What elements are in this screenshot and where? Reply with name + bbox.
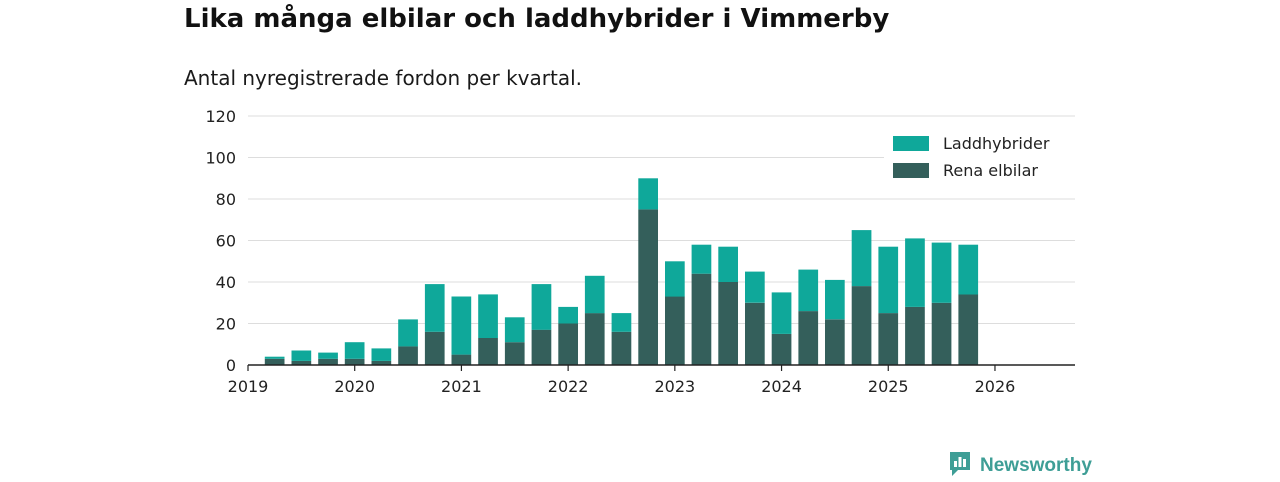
gridlines <box>248 115 1075 324</box>
bar-laddhybrider-2022-Q3 <box>611 313 632 332</box>
bar-laddhybrider-2024-Q3 <box>825 279 845 320</box>
bar-rena-elbilar-2023-Q3 <box>718 282 738 365</box>
y-axis-ticks: 0 20 40 60 80 100 120 <box>205 107 236 375</box>
legend-label-rena-elbilar: Rena elbilar <box>943 161 1038 180</box>
bar-rena-elbilar-2021-Q4 <box>531 329 552 365</box>
y-tick-label: 100 <box>205 149 236 168</box>
bar-rena-elbilar-2025-Q4 <box>958 294 979 365</box>
legend: Laddhybrider Rena elbilar <box>884 124 1084 188</box>
bar-rena-elbilar-2019-Q4 <box>318 358 338 365</box>
bar-rena-elbilar-2024-Q2 <box>798 311 819 365</box>
bar-laddhybrider-2022-Q2 <box>584 275 605 314</box>
bar-laddhybrider-2019-Q3 <box>291 350 312 361</box>
y-tick-label: 40 <box>216 273 236 292</box>
x-tick-label: 2020 <box>334 377 375 396</box>
bar-rena-elbilar-2025-Q1 <box>878 313 899 365</box>
bar-laddhybrider-2019-Q4 <box>318 352 338 359</box>
x-tick-label: 2023 <box>654 377 695 396</box>
x-tick-label: 2024 <box>761 377 802 396</box>
bar-laddhybrider-2022-Q1 <box>558 306 578 324</box>
y-tick-label: 20 <box>216 315 236 334</box>
legend-swatch-laddhybrider <box>893 136 929 151</box>
x-tick-label: 2022 <box>548 377 589 396</box>
bar-rena-elbilar-2022-Q1 <box>558 323 578 365</box>
bar-laddhybrider-2025-Q2 <box>905 238 925 307</box>
bar-rena-elbilar-2021-Q3 <box>504 342 525 365</box>
x-tick-label: 2026 <box>975 377 1016 396</box>
bar-laddhybrider-2025-Q1 <box>878 246 899 314</box>
bar-laddhybrider-2024-Q1 <box>771 292 792 334</box>
bar-rena-elbilar-2021-Q1 <box>451 354 472 365</box>
newsworthy-logo-icon <box>948 450 972 482</box>
bar-laddhybrider-2025-Q4 <box>958 244 979 295</box>
bar-laddhybrider-2020-Q4 <box>424 284 445 332</box>
bar-rena-elbilar-2022-Q3 <box>611 331 632 365</box>
bar-rena-elbilar-2020-Q4 <box>424 331 445 365</box>
bar-rena-elbilar-2024-Q1 <box>771 333 792 365</box>
bar-rena-elbilar-2025-Q3 <box>931 302 952 366</box>
bar-rena-elbilar-2025-Q2 <box>905 306 925 365</box>
bar-laddhybrider-2020-Q3 <box>398 319 418 347</box>
bar-laddhybrider-2020-Q1 <box>344 342 365 359</box>
bar-laddhybrider-2023-Q1 <box>665 261 685 297</box>
bar-laddhybrider-2021-Q3 <box>504 317 525 343</box>
chart-subtitle: Antal nyregistrerade fordon per kvartal. <box>184 66 583 90</box>
bar-rena-elbilar-2020-Q3 <box>398 346 418 365</box>
x-axis-ticks: 2019 2020 2021 2022 2023 2024 2025 2026 <box>228 365 1016 396</box>
y-tick-label: 0 <box>226 356 236 375</box>
bar-rena-elbilar-2024-Q3 <box>825 319 845 365</box>
bar-laddhybrider-2025-Q3 <box>931 242 952 303</box>
bars <box>264 178 979 366</box>
brand-logo: Newsworthy <box>948 450 1092 482</box>
y-tick-label: 120 <box>205 107 236 126</box>
bar-laddhybrider-2024-Q4 <box>851 230 872 287</box>
bar-rena-elbilar-2019-Q3 <box>291 360 312 365</box>
bar-laddhybrider-2023-Q3 <box>718 246 738 282</box>
bar-rena-elbilar-2023-Q2 <box>691 273 712 365</box>
bar-laddhybrider-2020-Q2 <box>371 348 392 361</box>
x-tick-label: 2021 <box>441 377 482 396</box>
bar-laddhybrider-2024-Q2 <box>798 269 819 312</box>
bar-rena-elbilar-2024-Q4 <box>851 286 872 365</box>
brand-name: Newsworthy <box>980 455 1092 476</box>
bar-laddhybrider-2021-Q2 <box>478 294 498 338</box>
bar-rena-elbilar-2020-Q2 <box>371 360 392 365</box>
bar-laddhybrider-2019-Q2 <box>264 356 285 359</box>
legend-swatch-rena-elbilar <box>893 163 929 178</box>
x-tick-label: 2019 <box>228 377 269 396</box>
bar-laddhybrider-2023-Q4 <box>745 271 765 303</box>
y-tick-label: 80 <box>216 190 236 209</box>
bar-rena-elbilar-2022-Q4 <box>638 209 658 365</box>
bar-rena-elbilar-2023-Q1 <box>665 296 685 365</box>
bar-rena-elbilar-2023-Q4 <box>745 302 765 366</box>
legend-label-laddhybrider: Laddhybrider <box>943 134 1050 153</box>
bar-laddhybrider-2023-Q2 <box>691 244 712 274</box>
bar-rena-elbilar-2020-Q1 <box>344 358 365 365</box>
x-tick-label: 2025 <box>868 377 909 396</box>
bar-laddhybrider-2021-Q1 <box>451 296 472 355</box>
bar-rena-elbilar-2019-Q2 <box>264 358 285 365</box>
bar-rena-elbilar-2022-Q2 <box>584 313 605 365</box>
bar-rena-elbilar-2021-Q2 <box>478 338 498 365</box>
bar-laddhybrider-2022-Q4 <box>638 178 658 210</box>
y-tick-label: 60 <box>216 232 236 251</box>
chart-title: Lika många elbilar och laddhybrider i Vi… <box>184 4 890 34</box>
bar-laddhybrider-2021-Q4 <box>531 284 552 330</box>
